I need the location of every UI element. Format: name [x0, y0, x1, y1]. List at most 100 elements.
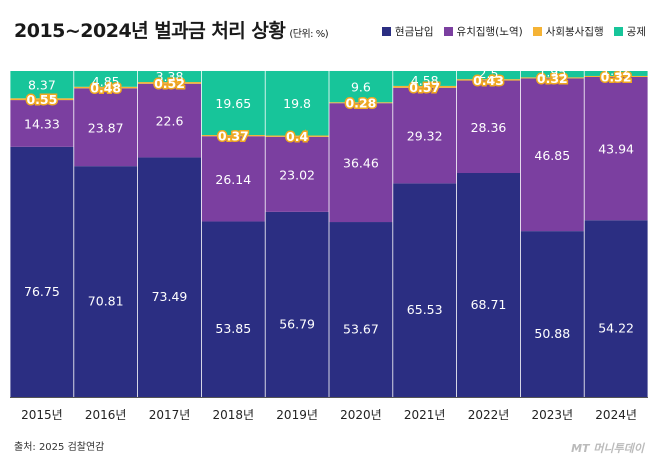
x-tick-label-9: 2024년 — [595, 408, 637, 422]
bar-labor-5 — [329, 103, 393, 223]
data-label-labor-8: 46.85 — [534, 148, 570, 163]
bar-deduction-0 — [10, 71, 74, 99]
x-tick-label-6: 2021년 — [404, 408, 446, 422]
bar-deduction-5 — [329, 70, 393, 103]
data-label-deduction-0: 8.37 — [28, 78, 56, 93]
data-label-deduction-3: 19.65 — [215, 96, 251, 111]
bar-service-6 — [393, 85, 457, 88]
bar-service-9 — [584, 75, 648, 77]
bar-labor-2 — [138, 83, 201, 158]
bar-labor-1 — [74, 88, 138, 167]
bar-cash-9 — [584, 220, 648, 397]
data-label-labor-9: 43.94 — [598, 142, 634, 157]
data-label-cash-0: 76.75 — [24, 284, 60, 299]
data-label-labor-3: 26.14 — [215, 172, 251, 187]
bar-service-1 — [74, 86, 138, 89]
x-tick-label-2: 2017년 — [149, 408, 191, 422]
bar-service-0 — [10, 98, 74, 101]
source-note: 출처: 2025 검찰연감 — [14, 442, 105, 453]
bar-labor-9 — [584, 76, 648, 221]
bar-deduction-1 — [74, 70, 138, 87]
bar-service-3 — [201, 135, 265, 137]
data-label-cash-6: 65.53 — [407, 302, 443, 317]
legend-item-service: 사회봉사집행 — [532, 24, 604, 39]
legend-label-service: 사회봉사집행 — [545, 26, 604, 38]
legend-item-deduction: 공제 — [613, 24, 646, 39]
x-tick-label-4: 2019년 — [276, 408, 318, 422]
data-label-labor-7: 28.36 — [471, 120, 507, 135]
legend-label-cash: 현금납입 — [394, 26, 434, 38]
bar-cash-7 — [457, 173, 520, 397]
bar-cash-4 — [265, 211, 329, 397]
bar-labor-0 — [10, 100, 74, 147]
bar-labor-3 — [201, 136, 265, 222]
data-label-service-3: 0.37 — [218, 129, 249, 144]
data-label-service-6: 0.57 — [409, 80, 440, 95]
data-label-cash-7: 68.71 — [471, 297, 507, 312]
bar-service-5 — [329, 102, 393, 104]
data-label-service-5: 0.28 — [345, 96, 376, 111]
bar-cash-5 — [329, 222, 393, 397]
bar-cash-0 — [10, 146, 74, 397]
data-label-cash-9: 54.22 — [598, 321, 634, 336]
bar-labor-6 — [393, 87, 457, 184]
bar-deduction-8 — [520, 71, 584, 78]
x-tick-label-7: 2022년 — [468, 408, 510, 422]
legend-swatch-deduction — [613, 27, 623, 36]
bar-labor-8 — [520, 78, 584, 232]
data-label-cash-8: 50.88 — [534, 326, 570, 341]
x-tick-label-3: 2018년 — [213, 408, 255, 422]
bar-service-7 — [457, 79, 520, 81]
data-label-deduction-6: 4.58 — [411, 73, 439, 88]
data-label-deduction-2: 3.38 — [156, 69, 184, 84]
x-tick-label-8: 2023년 — [532, 408, 574, 422]
data-label-deduction-4: 19.8 — [283, 96, 311, 111]
chart-title: 2015~2024년 벌과금 처리 상황 (단위: %) — [14, 16, 329, 43]
bar-service-2 — [138, 82, 201, 84]
legend-swatch-cash — [381, 27, 391, 36]
bar-deduction-3 — [201, 70, 265, 136]
legend-swatch-service — [532, 27, 542, 36]
data-label-service-2: 0.52 — [154, 76, 185, 91]
unit-label: (단위: %) — [289, 29, 329, 40]
data-label-labor-4: 23.02 — [279, 167, 315, 182]
data-label-service-7: 0.43 — [473, 73, 504, 88]
data-label-deduction-1: 4.85 — [92, 74, 120, 89]
bar-deduction-2 — [138, 71, 201, 83]
data-label-cash-2: 73.49 — [152, 289, 188, 304]
data-label-labor-6: 29.32 — [407, 129, 443, 144]
bar-deduction-4 — [265, 70, 329, 136]
data-label-deduction-8: 1.95 — [538, 64, 566, 79]
x-tick-label-1: 2016년 — [85, 408, 127, 422]
bar-cash-3 — [201, 221, 265, 397]
publisher-logo: MT 머니투데이 — [571, 442, 644, 455]
chart-title-text: 2015~2024년 벌과금 처리 상황 — [14, 20, 286, 42]
data-label-cash-1: 70.81 — [88, 294, 124, 309]
data-label-labor-0: 14.33 — [24, 116, 60, 131]
legend: 현금납입 유치집행(노역) 사회봉사집행 공제 — [381, 24, 646, 39]
x-tick-label-5: 2020년 — [340, 408, 382, 422]
bar-cash-2 — [138, 157, 201, 397]
data-label-service-8: 0.32 — [537, 71, 568, 86]
bar-service-8 — [520, 77, 584, 79]
bar-deduction-6 — [393, 71, 457, 86]
legend-label-labor: 유치집행(노역) — [456, 26, 523, 38]
data-label-labor-5: 36.46 — [343, 156, 379, 171]
data-label-service-1: 0.48 — [90, 81, 121, 96]
legend-item-labor: 유치집행(노역) — [443, 24, 523, 39]
data-label-service-0: 0.55 — [26, 92, 57, 107]
bar-deduction-7 — [457, 71, 520, 80]
bar-cash-1 — [74, 166, 138, 397]
bar-labor-4 — [265, 136, 329, 212]
data-label-cash-5: 53.67 — [343, 322, 379, 337]
data-label-deduction-5: 9.6 — [351, 80, 371, 95]
bar-service-4 — [265, 135, 329, 137]
data-label-service-9: 0.32 — [601, 69, 632, 84]
data-label-deduction-9: 1.52 — [602, 63, 630, 78]
legend-label-deduction: 공제 — [626, 26, 646, 38]
data-label-cash-4: 56.79 — [279, 316, 315, 331]
data-label-cash-3: 53.85 — [215, 321, 251, 336]
data-label-labor-1: 23.87 — [88, 120, 124, 135]
data-label-deduction-7: 2.5 — [479, 66, 499, 81]
